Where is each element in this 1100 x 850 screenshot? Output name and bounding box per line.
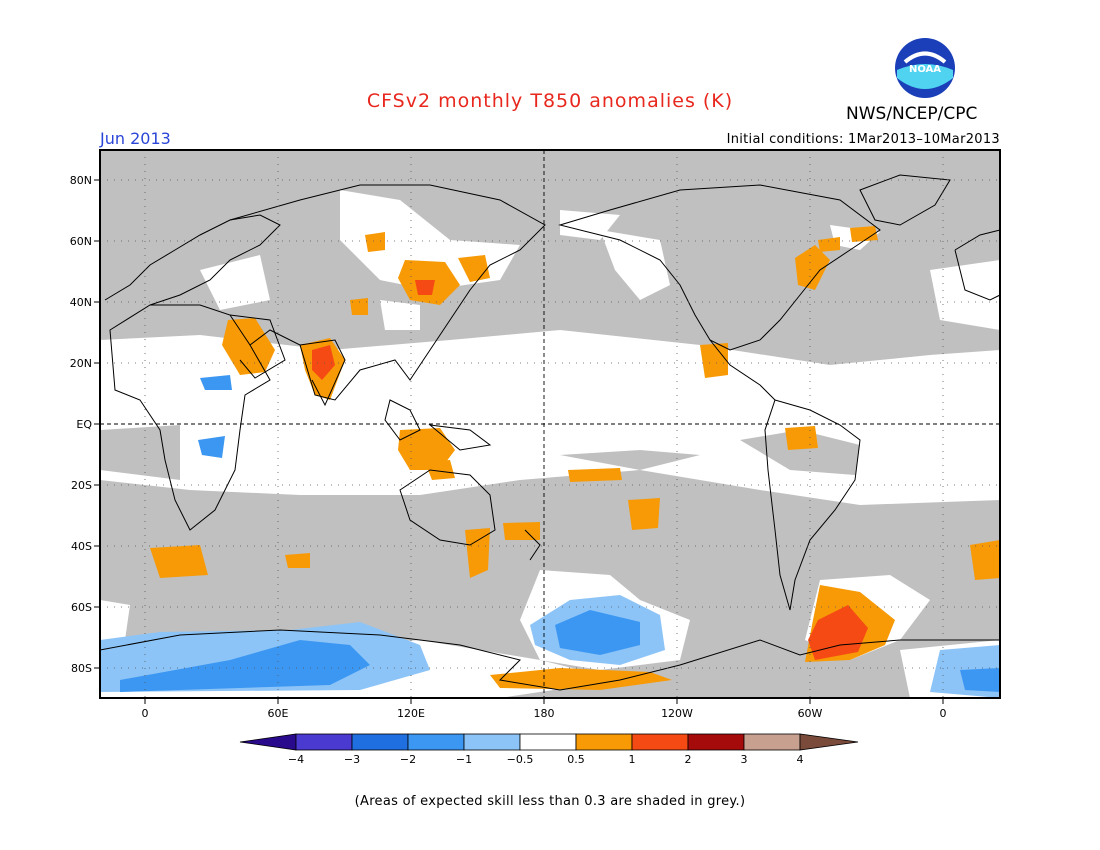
- lon-label: 60E: [268, 707, 289, 720]
- initial-conditions: Initial conditions: 1Mar2013–10Mar2013: [726, 132, 1000, 147]
- colorbar-label: 0.5: [567, 753, 585, 766]
- colorbar-label: 1: [629, 753, 636, 766]
- colorbar-label: −1: [456, 753, 472, 766]
- colorbar-label: 2: [685, 753, 692, 766]
- longitude-labels: 0 60E 120E 180 120W 60W 0: [142, 707, 947, 720]
- colorbar-bin: [743, 733, 801, 751]
- lat-label: 40S: [71, 540, 92, 553]
- lon-label: 0: [940, 707, 947, 720]
- colorbar-arrow-high: [799, 733, 859, 751]
- colorbar-label: −4: [288, 753, 304, 766]
- colorbar-bin: [687, 733, 745, 751]
- colorbar-label: 4: [797, 753, 804, 766]
- lon-ticks: [144, 698, 944, 704]
- logo-text: NOAA: [909, 64, 941, 75]
- colorbar-bin: [575, 733, 633, 751]
- noaa-logo-icon: NOAA: [895, 38, 955, 98]
- lon-label: 120E: [397, 707, 425, 720]
- chart-title: CFSv2 monthly T850 anomalies (K): [366, 90, 734, 112]
- colorbar-label: −3: [344, 753, 360, 766]
- agency-label: NWS/NCEP/CPC: [846, 104, 978, 124]
- lat-label: 60N: [70, 235, 92, 248]
- colorbar-bin: [519, 733, 577, 751]
- colorbar-label: 3: [741, 753, 748, 766]
- lon-label: 0: [142, 707, 149, 720]
- lat-label: EQ: [76, 418, 92, 431]
- lat-ticks: [94, 179, 100, 669]
- colorbar-label: −2: [400, 753, 416, 766]
- latitude-labels: 80N 60N 40N 20N EQ 20S 40S 60S 80S: [70, 174, 93, 675]
- lat-label: 40N: [70, 296, 92, 309]
- colorbar-bin: [463, 733, 521, 751]
- lon-label: 120W: [661, 707, 693, 720]
- colorbar-label: −0.5: [507, 753, 534, 766]
- lat-label: 20N: [70, 357, 92, 370]
- footnote: (Areas of expected skill less than 0.3 a…: [354, 794, 746, 809]
- equator-dateline: [100, 150, 1000, 698]
- colorbar-bin: [295, 733, 353, 751]
- lat-label: 20S: [71, 479, 92, 492]
- lat-label: 80S: [71, 662, 92, 675]
- colorbar-bin: [351, 733, 409, 751]
- coastlines: [99, 174, 1001, 691]
- colorbar-bin: [407, 733, 465, 751]
- lat-label: 60S: [71, 601, 92, 614]
- forecast-month: Jun 2013: [100, 129, 171, 148]
- colorbar-arrow-low: [239, 733, 297, 751]
- lat-label: 80N: [70, 174, 92, 187]
- lon-label: 60W: [798, 707, 823, 720]
- colorbar-bin: [631, 733, 689, 751]
- lon-label: 180: [534, 707, 555, 720]
- colorbar: −4 −3 −2 −1 −0.5 0.5 1 2 3 4: [239, 733, 859, 766]
